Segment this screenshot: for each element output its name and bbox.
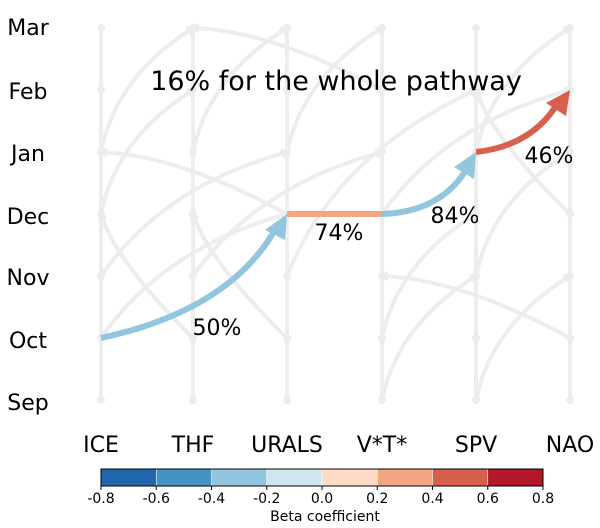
variable-axis: ICE THF URALS V*T* SPV NAO (83, 433, 594, 458)
pathway-edge-vt-spv (381, 168, 469, 217)
background-arrow (191, 148, 386, 278)
colorbar-segment (156, 469, 212, 486)
colorbar-segment (432, 469, 489, 486)
pathway-edge-spv-nao (475, 104, 559, 155)
colorbar-tick-label: -0.6 (143, 491, 170, 507)
edge-label-ice-urals: 50% (193, 316, 242, 341)
colorbar-tick-label: 0.4 (421, 491, 443, 507)
grid-node (472, 24, 480, 32)
grid-node (97, 24, 105, 32)
colorbar-tick-label: -0.2 (253, 491, 280, 507)
background-arrow (474, 149, 574, 277)
colorbar-tick-label: 0.2 (366, 491, 388, 507)
month-label-jan: Jan (9, 142, 45, 167)
grid-node (97, 86, 105, 94)
colorbar-tick-label: 0.0 (311, 491, 333, 507)
colorbar-segment (377, 469, 433, 486)
month-label-mar: Mar (7, 16, 49, 41)
colorbar-label: Beta coefficient (270, 509, 380, 525)
background-arrow (380, 273, 480, 401)
colorbar-ticks: -0.8 -0.6 -0.4 -0.2 0.0 0.2 0.4 0.6 0.8 (87, 486, 554, 507)
month-label-feb: Feb (9, 80, 48, 105)
grid-node (97, 396, 105, 404)
pathway-edge-ice-urals (100, 226, 279, 341)
variable-label-urals: URALS (251, 433, 323, 458)
month-label-oct: Oct (9, 329, 47, 354)
pathway-arrowhead-ice-urals (265, 214, 287, 240)
background-arrow (189, 23, 383, 92)
causal-pathway (100, 90, 570, 341)
variable-label-thf: THF (171, 433, 215, 458)
colorbar-tick-label: -0.4 (198, 491, 225, 507)
colorbar-segment (487, 469, 544, 486)
background-arrow (474, 273, 574, 401)
colorbar-segment (101, 469, 157, 486)
edge-label-spv-nao: 46% (525, 144, 574, 169)
background-arrow (99, 87, 197, 215)
background-arrow (285, 25, 386, 153)
background-arrow (97, 147, 288, 216)
background-arrow (190, 210, 289, 340)
edge-label-urals-vt: 74% (315, 221, 364, 246)
background-arrow (380, 211, 480, 339)
colorbar-tick-label: 0.6 (477, 491, 499, 507)
variable-label-nao: NAO (546, 433, 594, 458)
colorbar-segment (266, 469, 323, 486)
background-arrow (191, 25, 291, 153)
background-arrow (98, 210, 195, 340)
grid-node (566, 396, 574, 404)
background-arrow (378, 271, 571, 340)
edge-label-vt-spv: 84% (431, 204, 480, 229)
variable-label-vt: V*T* (357, 433, 408, 458)
background-arrow (99, 25, 197, 153)
colorbar-segment (322, 469, 378, 486)
colorbar-tick-label: -0.8 (87, 491, 114, 507)
colorbar-tick-label: 0.8 (532, 491, 554, 507)
variable-label-ice: ICE (83, 433, 119, 458)
grid-node (283, 86, 291, 94)
background-arrow (474, 25, 574, 153)
figure-title: 16% for the whole pathway (150, 66, 522, 97)
background-arrow (99, 210, 291, 340)
month-label-dec: Dec (7, 205, 50, 230)
variable-label-spv: SPV (455, 433, 497, 458)
pathway-arrowhead-spv-nao (546, 90, 570, 116)
month-label-nov: Nov (7, 266, 50, 291)
colorbar (100, 468, 544, 487)
grid-node (283, 396, 291, 404)
grid-node (189, 396, 197, 404)
colorbar-segment (211, 469, 268, 486)
grid-node (472, 334, 480, 342)
background-arrow (99, 148, 291, 278)
background-arrow (285, 87, 480, 277)
month-axis: Mar Feb Jan Dec Nov Oct Sep (7, 16, 50, 416)
pathway-arrowhead-vt-spv (454, 152, 476, 179)
background-arrow (380, 86, 574, 216)
month-label-sep: Sep (7, 391, 48, 416)
